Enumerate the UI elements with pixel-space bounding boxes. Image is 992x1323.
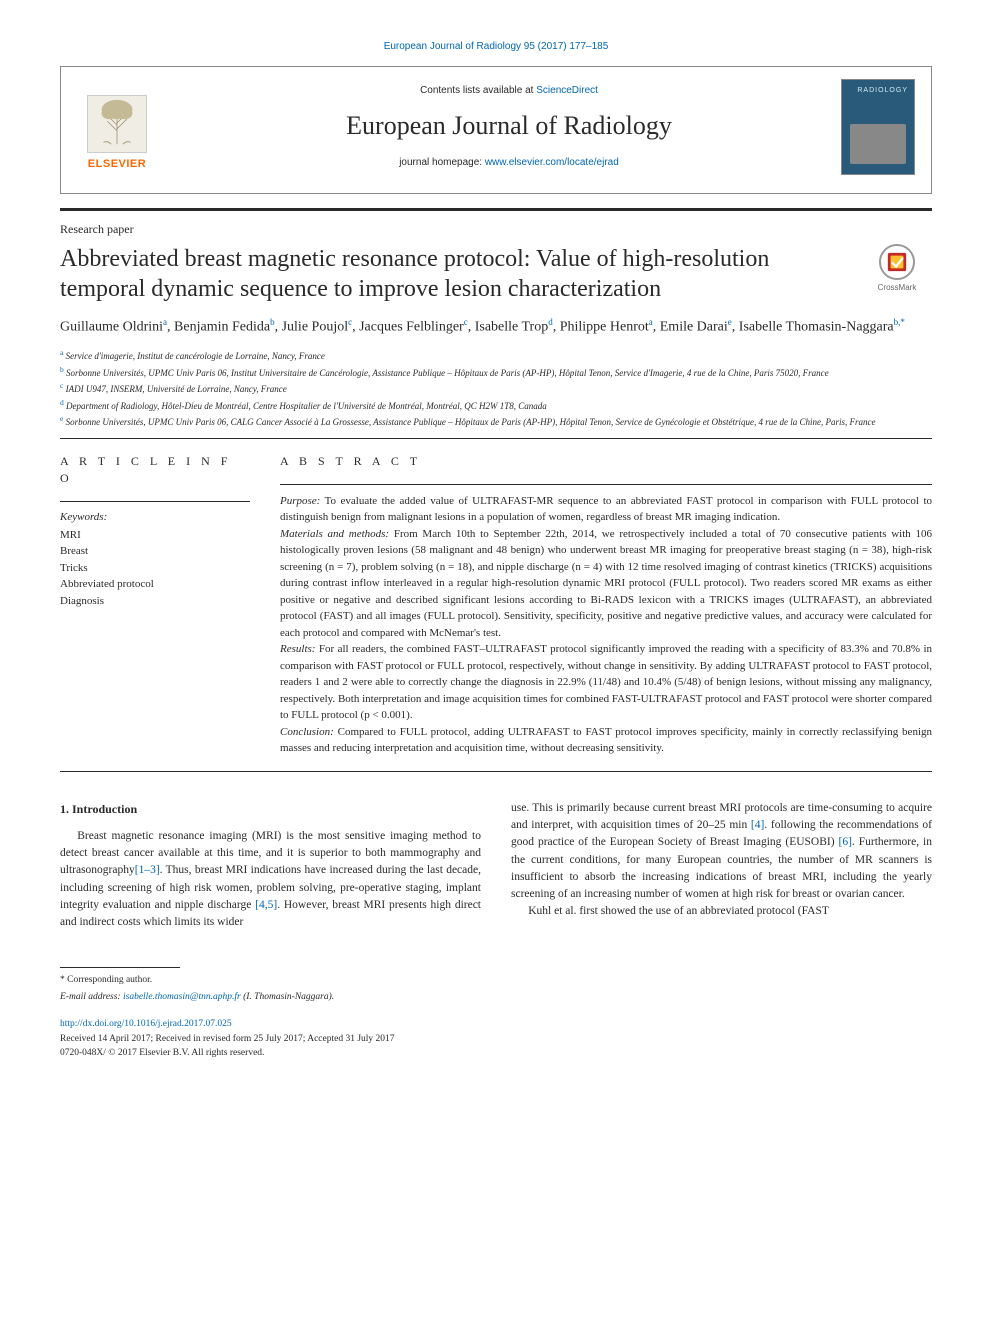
journal-homepage-link[interactable]: www.elsevier.com/locate/ejrad	[485, 157, 619, 168]
crossmark-icon	[879, 244, 915, 280]
homepage-prefix: journal homepage:	[399, 157, 485, 168]
affiliation-item: d Department of Radiology, Hôtel-Dieu de…	[60, 397, 932, 414]
elsevier-tree-icon	[87, 95, 147, 153]
abstract-column: A B S T R A C T Purpose: To evaluate the…	[280, 453, 932, 757]
intro-para-2: Kuhl et al. first showed the use of an a…	[511, 903, 932, 920]
abstract-body: Purpose: To evaluate the added value of …	[280, 493, 932, 757]
affiliation-list: a Service d'imagerie, Institut de cancér…	[60, 347, 932, 430]
keyword-item: MRI	[60, 527, 250, 544]
article-footer: * Corresponding author. E-mail address: …	[60, 967, 932, 1060]
results-text: For all readers, the combined FAST–ULTRA…	[280, 643, 932, 721]
affiliation-item: a Service d'imagerie, Institut de cancér…	[60, 347, 932, 364]
contents-available-line: Contents lists available at ScienceDirec…	[177, 84, 841, 98]
doi-link[interactable]: http://dx.doi.org/10.1016/j.ejrad.2017.0…	[60, 1018, 932, 1031]
footer-divider	[60, 967, 180, 968]
section-1-heading: 1. Introduction	[60, 800, 481, 818]
affiliation-item: e Sorbonne Universités, UPMC Univ Paris …	[60, 413, 932, 430]
purpose-text: To evaluate the added value of ULTRAFAST…	[280, 495, 932, 524]
email-label: E-mail address:	[60, 992, 121, 1002]
copyright-line: 0720-048X/ © 2017 Elsevier B.V. All righ…	[60, 1047, 932, 1060]
abstract-bottom-divider	[60, 771, 932, 772]
cover-image-placeholder	[850, 124, 906, 164]
abstract-divider	[280, 484, 932, 485]
header-divider	[60, 208, 932, 211]
sciencedirect-link[interactable]: ScienceDirect	[536, 85, 598, 96]
purpose-label: Purpose:	[280, 495, 320, 507]
email-line: E-mail address: isabelle.thomasin@tnn.ap…	[60, 991, 932, 1004]
conclusion-label: Conclusion:	[280, 726, 334, 738]
crossmark-badge[interactable]: CrossMark	[862, 244, 932, 293]
abstract-heading: A B S T R A C T	[280, 453, 932, 470]
conclusion-text: Compared to FULL protocol, adding ULTRAF…	[280, 726, 932, 755]
info-divider	[60, 501, 250, 502]
journal-header: ELSEVIER Contents lists available at Sci…	[60, 66, 932, 194]
elsevier-logo[interactable]: ELSEVIER	[77, 82, 157, 172]
article-info-column: A R T I C L E I N F O Keywords: MRIBreas…	[60, 453, 250, 757]
intro-column-2: use. This is primarily because current b…	[511, 800, 932, 932]
intro-para-1-cont: use. This is primarily because current b…	[511, 800, 932, 904]
article-title: Abbreviated breast magnetic resonance pr…	[60, 244, 850, 304]
corresponding-author-note: * Corresponding author.	[60, 974, 932, 987]
results-label: Results:	[280, 643, 315, 655]
article-info-heading: A R T I C L E I N F O	[60, 453, 250, 487]
elsevier-wordmark: ELSEVIER	[88, 157, 146, 172]
keyword-item: Tricks	[60, 560, 250, 577]
keyword-item: Breast	[60, 543, 250, 560]
cover-title: RADIOLOGY	[848, 86, 908, 108]
author-list: Guillaume Oldrinia, Benjamin Fedidab, Ju…	[60, 316, 932, 338]
intro-column-1: 1. Introduction Breast magnetic resonanc…	[60, 800, 481, 932]
keywords-label: Keywords:	[60, 510, 250, 525]
journal-homepage-line: journal homepage: www.elsevier.com/locat…	[177, 156, 841, 170]
journal-name: European Journal of Radiology	[177, 108, 841, 144]
journal-cover-thumbnail[interactable]: RADIOLOGY	[841, 79, 915, 175]
keyword-item: Diagnosis	[60, 593, 250, 610]
affiliation-item: c IADI U947, INSERM, Université de Lorra…	[60, 380, 932, 397]
methods-label: Materials and methods:	[280, 528, 389, 540]
article-dates: Received 14 April 2017; Received in revi…	[60, 1033, 932, 1046]
meta-divider-top	[60, 438, 932, 439]
affiliation-item: b Sorbonne Universités, UPMC Univ Paris …	[60, 364, 932, 381]
journal-issue-link[interactable]: European Journal of Radiology 95 (2017) …	[60, 40, 932, 54]
email-person: (I. Thomasin-Naggara).	[243, 992, 334, 1002]
contents-prefix: Contents lists available at	[420, 85, 536, 96]
methods-text: From March 10th to September 22th, 2014,…	[280, 528, 932, 639]
crossmark-label: CrossMark	[878, 282, 917, 293]
keyword-item: Abbreviated protocol	[60, 576, 250, 593]
keywords-list: MRIBreastTricksAbbreviated protocolDiagn…	[60, 527, 250, 610]
corresponding-email-link[interactable]: isabelle.thomasin@tnn.aphp.fr	[123, 992, 241, 1002]
article-type: Research paper	[60, 221, 932, 238]
intro-para-1: Breast magnetic resonance imaging (MRI) …	[60, 828, 481, 932]
